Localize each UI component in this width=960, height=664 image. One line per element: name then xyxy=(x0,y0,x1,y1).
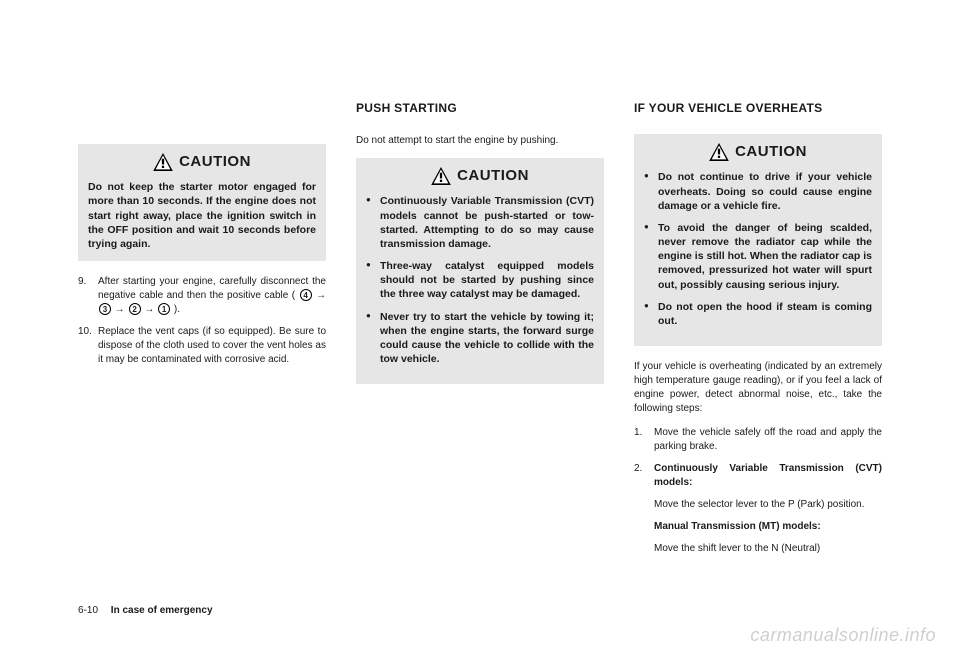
page-section-title: In case of emergency xyxy=(111,605,213,616)
page-number: 6-10 xyxy=(78,605,98,616)
overheat-intro: If your vehicle is overheating (indicate… xyxy=(634,360,882,416)
warning-triangle-icon xyxy=(431,167,451,185)
column-2: PUSH STARTING Do not attempt to start th… xyxy=(356,100,604,564)
step-text-b: ). xyxy=(174,304,180,315)
caution-bullet: Continuously Variable Transmission (CVT)… xyxy=(366,194,594,251)
circled-3: 3 xyxy=(99,303,111,315)
arrow: → xyxy=(316,290,326,301)
manual-page: CAUTION Do not keep the starter motor en… xyxy=(0,0,960,664)
caution-label: CAUTION xyxy=(735,142,807,162)
arrow: → xyxy=(115,304,125,315)
step-text-a: After starting your engine, carefully di… xyxy=(98,276,326,301)
caution-bullet: Do not open the hood if steam is coming … xyxy=(644,300,872,328)
step-text: Replace the vent caps (if so equipped). … xyxy=(98,326,326,365)
caution-box-push: CAUTION Continuously Variable Transmissi… xyxy=(356,158,604,384)
warning-triangle-icon xyxy=(709,143,729,161)
step-10: 10. Replace the vent caps (if so equippe… xyxy=(78,325,326,367)
column-1: CAUTION Do not keep the starter motor en… xyxy=(78,100,326,564)
circled-4: 4 xyxy=(300,289,312,301)
circled-2: 2 xyxy=(129,303,141,315)
step-9: 9. After starting your engine, carefully… xyxy=(78,275,326,317)
step-text: Move the vehicle safely off the road and… xyxy=(654,427,882,452)
step-number: 9. xyxy=(78,275,86,289)
caution-body: Continuously Variable Transmission (CVT)… xyxy=(366,194,594,366)
watermark: carmanualsonline.info xyxy=(750,625,936,646)
step-2-label2: Manual Transmission (MT) models: xyxy=(634,520,882,534)
circled-1: 1 xyxy=(158,303,170,315)
step-2-body: Move the selector lever to the P (Park) … xyxy=(634,498,882,512)
step-number: 10. xyxy=(78,325,92,339)
step-number: 1. xyxy=(634,426,642,440)
warning-triangle-icon xyxy=(153,153,173,171)
section-heading-overheat: IF YOUR VEHICLE OVERHEATS xyxy=(634,100,882,116)
caution-label: CAUTION xyxy=(179,152,251,172)
page-footer: 6-10 In case of emergency xyxy=(78,605,213,616)
caution-bullet: To avoid the danger of being scalded, ne… xyxy=(644,221,872,292)
step-label: Continuously Variable Transmission (CVT)… xyxy=(654,463,882,488)
caution-bullet: Never try to start the vehicle by towing… xyxy=(366,310,594,367)
step-list: 9. After starting your engine, carefully… xyxy=(78,275,326,367)
step-2-body2: Move the shift lever to the N (Neutral) xyxy=(634,542,882,556)
caution-title: CAUTION xyxy=(644,142,872,162)
overheat-steps: 1. Move the vehicle safely off the road … xyxy=(634,426,882,490)
caution-title: CAUTION xyxy=(88,152,316,172)
caution-bullet: Do not continue to drive if your vehicle… xyxy=(644,170,872,213)
step-number: 2. xyxy=(634,462,642,476)
caution-bullet: Three-way catalyst equipped models shoul… xyxy=(366,259,594,302)
push-intro: Do not attempt to start the engine by pu… xyxy=(356,134,604,148)
arrow: → xyxy=(144,304,154,315)
column-3: IF YOUR VEHICLE OVERHEATS CAUTION xyxy=(634,100,882,564)
overheat-step-2: 2. Continuously Variable Transmission (C… xyxy=(634,462,882,490)
section-heading-push: PUSH STARTING xyxy=(356,100,604,116)
caution-label: CAUTION xyxy=(457,166,529,186)
caution-title: CAUTION xyxy=(366,166,594,186)
caution-body-text: Do not keep the starter motor engaged fo… xyxy=(88,180,316,251)
caution-box-starter: CAUTION Do not keep the starter motor en… xyxy=(78,144,326,261)
column-layout: CAUTION Do not keep the starter motor en… xyxy=(78,100,882,564)
caution-body: Do not continue to drive if your vehicle… xyxy=(644,170,872,328)
overheat-step-1: 1. Move the vehicle safely off the road … xyxy=(634,426,882,454)
caution-box-overheat: CAUTION Do not continue to drive if your… xyxy=(634,134,882,346)
